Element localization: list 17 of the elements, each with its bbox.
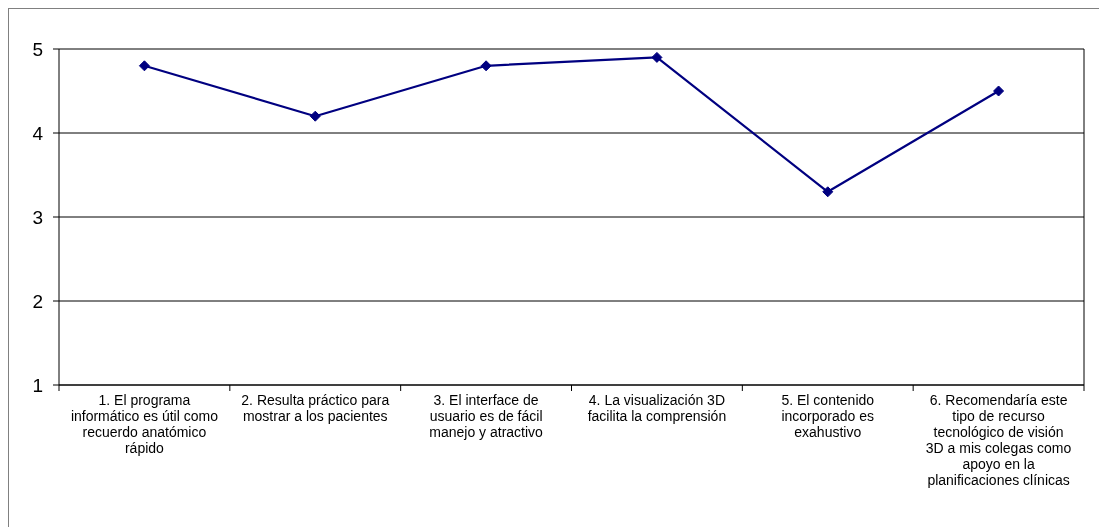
x-tick-label: 1. El programa informático es útil como recuerdo anatómico rápido (70, 391, 219, 456)
point (138, 60, 150, 72)
x-tick-label: 3. El interface de usuario es de fácil manejo y atractivo (429, 391, 544, 440)
point (822, 186, 834, 198)
x-tick-label: 2. Resulta práctico para mostrar a los pacientes (241, 391, 390, 424)
y-tick-label: 1 (32, 374, 43, 396)
y-tick-label: 4 (32, 122, 44, 144)
x-tick-label: 6. Recomendaría este tipo de recurso tecnológico de visión 3D a mis colegas como apoyo en la planificaciones clínicas (925, 391, 1072, 488)
y-tick-label: 5 (32, 38, 43, 60)
point (993, 85, 1005, 97)
x-tick-label: 5. El contenido incorporado es exahustivo (781, 391, 875, 440)
point (651, 51, 663, 63)
point (309, 110, 321, 122)
point (480, 60, 492, 72)
x-tick-label: 4. La visualización 3D facilita la comprensión (587, 391, 727, 424)
y-tick-label: 2 (32, 290, 43, 312)
y-tick-label: 3 (32, 206, 43, 228)
